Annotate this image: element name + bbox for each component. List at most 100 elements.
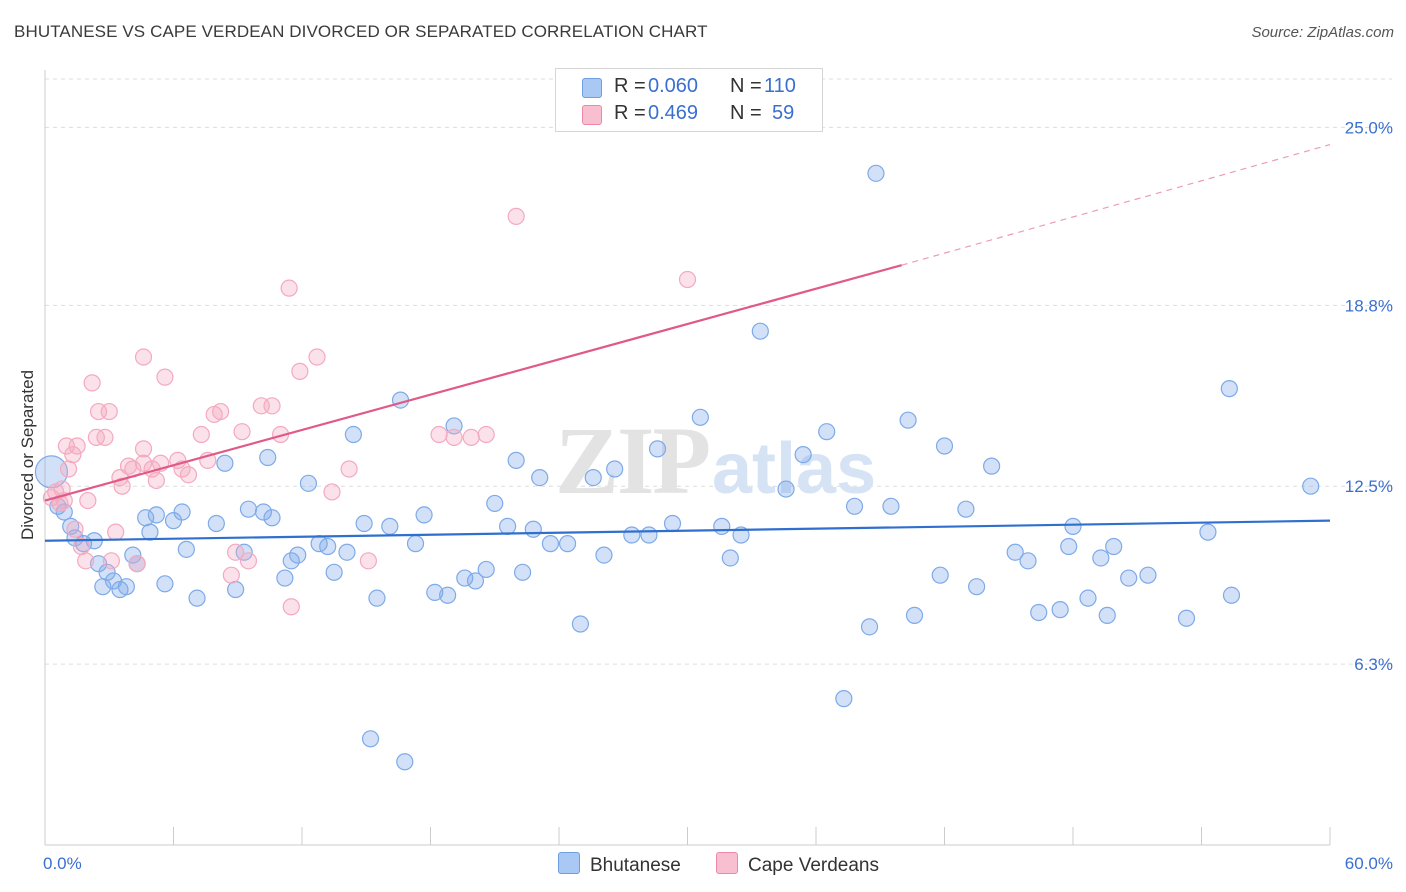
bhutanese-point — [818, 423, 836, 441]
cape-verdean-point — [192, 425, 210, 444]
bhutanese-point — [905, 606, 924, 624]
cape-verdean-point — [340, 460, 358, 478]
zipatlas-watermark: ZIP atlas — [555, 407, 876, 514]
cape-verdean-point — [280, 279, 298, 297]
bhutanese-point — [1139, 566, 1157, 584]
bhutanese-point — [595, 546, 613, 564]
cape-verdean-point — [430, 425, 448, 444]
trend-lines — [44, 144, 1331, 542]
bhutanese-point — [173, 503, 191, 521]
bhutanese-point — [1220, 380, 1238, 398]
cape-verdean-point — [445, 428, 463, 447]
cape-verdean-point — [79, 491, 97, 510]
bhutanese-point — [259, 448, 277, 467]
data-points — [34, 164, 1320, 771]
cape-verdean-point — [222, 566, 240, 584]
y-tick-label: 12.5% — [1345, 477, 1393, 496]
bhutanese-point — [1199, 523, 1217, 541]
bhutanese-point — [396, 753, 414, 771]
cape-verdean-point — [96, 428, 114, 447]
bhutanese-point — [935, 437, 954, 455]
tick-labels: 6.3% 12.5% 18.8% 25.0% 0.0% 60.0% — [43, 118, 1393, 873]
bhutanese-point — [338, 543, 356, 561]
bhutanese-point — [957, 500, 975, 518]
bhutanese-point — [486, 494, 504, 513]
bhutanese-point — [507, 451, 525, 469]
bhutanese-point — [289, 546, 307, 564]
bhutanese-point — [124, 546, 142, 564]
cape-verdean-point — [134, 454, 153, 472]
bhutanese-point — [751, 322, 769, 340]
bhutanese-point — [845, 497, 864, 515]
watermark-atlas: atlas — [712, 429, 876, 509]
bhutanese-point — [207, 514, 225, 533]
legend-swatch-cape-verdeans — [582, 105, 602, 125]
stats-legend: R = 0.060 N = 110 R = 0.469 N = 59 — [555, 68, 823, 132]
legend-r-value: 0.469 — [648, 102, 699, 124]
cape-verdean-point — [233, 423, 251, 441]
bhutanese-point — [1120, 569, 1138, 587]
legend-swatch-bhutanese — [582, 78, 602, 98]
cape-verdean-point — [107, 523, 125, 541]
bhutanese-point — [227, 580, 245, 599]
cape-verdean-point — [462, 428, 480, 447]
legend-r-value: 0.060 — [648, 75, 699, 97]
cape-verdean-point — [68, 437, 86, 455]
bhutanese-point — [558, 535, 577, 553]
bhutanese-point — [239, 500, 258, 518]
bhutanese-point — [1098, 606, 1116, 624]
bhutanese-point — [606, 460, 624, 478]
y-tick-label: 6.3% — [1354, 655, 1393, 674]
legend-n-value: 110 — [764, 75, 796, 97]
watermark-zip: ZIP — [555, 407, 709, 514]
bhutanese-point — [513, 563, 532, 581]
cape-verdean-point — [291, 362, 309, 380]
bhutanese-point — [524, 520, 542, 538]
source-credit: Source: ZipAtlas.com — [1251, 24, 1394, 41]
bhutanese-point — [1222, 586, 1241, 604]
bhutanese-point — [1177, 609, 1196, 627]
cape-verdean-point — [147, 471, 165, 490]
bhutanese-point — [1060, 537, 1078, 556]
bhutanese-point — [34, 455, 69, 489]
bhutanese-point — [867, 164, 885, 182]
grid-lines — [45, 78, 1392, 665]
bhutanese-point — [899, 411, 917, 429]
y-tick-label: 25.0% — [1345, 118, 1393, 137]
bhutanese-point — [1030, 603, 1048, 622]
bhutanese-point — [1064, 517, 1082, 535]
bhutanese-point — [276, 569, 294, 587]
cape-verdean-trend-line — [44, 264, 902, 502]
x-tick-label-max: 60.0% — [1345, 854, 1393, 873]
bhutanese-point — [156, 575, 174, 593]
cape-verdean-point — [263, 397, 281, 415]
bhutanese-point — [1092, 549, 1110, 567]
bottom-legend-label: Bhutanese — [590, 855, 681, 876]
legend-row-bhutanese: R = 0.060 N = 110 — [556, 73, 822, 101]
cape-verdean-point — [477, 425, 495, 444]
bottom-legend-bhutanese: Bhutanese — [558, 852, 681, 877]
bhutanese-point — [584, 468, 602, 487]
legend-r-label: R = — [614, 102, 646, 124]
bhutanese-point — [456, 569, 474, 587]
bhutanese-point — [147, 506, 165, 524]
bhutanese-point — [381, 517, 399, 535]
bhutanese-point — [254, 503, 273, 521]
bhutanese-trend-line — [44, 519, 1331, 542]
bottom-legend-swatch-bhutanese — [558, 852, 580, 874]
cape-verdean-point — [66, 520, 84, 538]
cape-verdean-point — [308, 348, 326, 366]
bhutanese-point — [835, 690, 853, 708]
bhutanese-point — [713, 517, 731, 535]
cape-verdean-point — [507, 207, 525, 225]
bhutanese-point — [691, 408, 709, 426]
bhutanese-point — [648, 440, 667, 458]
bhutanese-point — [282, 552, 300, 570]
bhutanese-point — [1079, 589, 1097, 607]
bhutanese-point — [860, 618, 879, 636]
bhutanese-point — [531, 468, 549, 487]
cape-verdean-point — [77, 552, 95, 570]
bottom-legend-label: Cape Verdeans — [748, 855, 879, 876]
bhutanese-point — [177, 540, 195, 558]
bhutanese-point — [663, 514, 682, 533]
